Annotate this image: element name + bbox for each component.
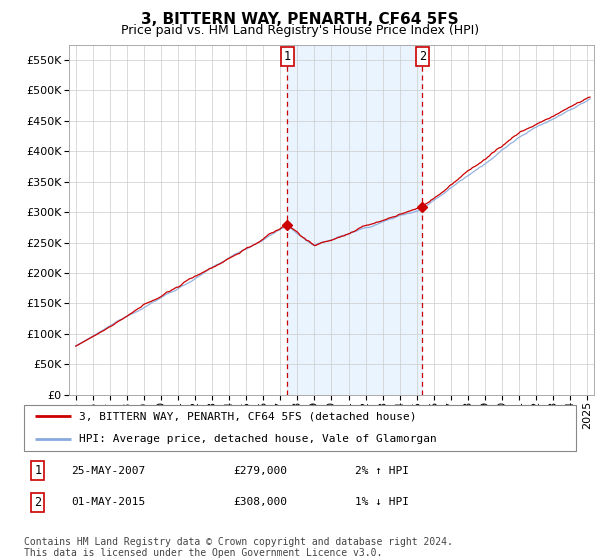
Text: 25-MAY-2007: 25-MAY-2007 [71,466,145,476]
FancyBboxPatch shape [24,405,576,451]
Text: 2% ↑ HPI: 2% ↑ HPI [355,466,409,476]
Text: 01-MAY-2015: 01-MAY-2015 [71,497,145,507]
Text: HPI: Average price, detached house, Vale of Glamorgan: HPI: Average price, detached house, Vale… [79,435,437,444]
Text: 1% ↓ HPI: 1% ↓ HPI [355,497,409,507]
Text: 3, BITTERN WAY, PENARTH, CF64 5FS (detached house): 3, BITTERN WAY, PENARTH, CF64 5FS (detac… [79,412,416,421]
Bar [287,45,422,395]
Text: 2: 2 [419,50,426,63]
Text: 3, BITTERN WAY, PENARTH, CF64 5FS: 3, BITTERN WAY, PENARTH, CF64 5FS [141,12,459,27]
Text: £279,000: £279,000 [234,466,288,476]
Text: Contains HM Land Registry data © Crown copyright and database right 2024.
This d: Contains HM Land Registry data © Crown c… [24,536,453,558]
Text: £308,000: £308,000 [234,497,288,507]
Text: 1: 1 [284,50,291,63]
Text: 1: 1 [34,464,41,477]
Text: Price paid vs. HM Land Registry's House Price Index (HPI): Price paid vs. HM Land Registry's House … [121,24,479,36]
Text: 2: 2 [34,496,41,509]
